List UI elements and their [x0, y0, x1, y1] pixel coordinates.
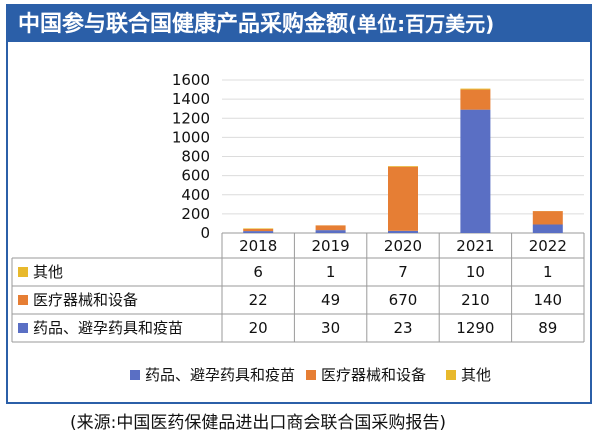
- bar-segment: [532, 224, 563, 233]
- legend-swatch: [306, 370, 316, 380]
- bar-segment: [243, 228, 274, 229]
- y-tick-label: 1400: [172, 90, 210, 108]
- bar-segment: [315, 230, 346, 233]
- legend-swatch: [18, 323, 28, 333]
- x-category-label: 2019: [312, 237, 350, 255]
- table-row-label: 药品、避孕药具和疫苗: [33, 319, 183, 337]
- y-tick-label: 200: [181, 205, 210, 223]
- bar-segment: [460, 109, 491, 233]
- y-tick-label: 1000: [172, 128, 210, 146]
- data-cell-value: 7: [398, 263, 408, 281]
- data-cell-value: 23: [393, 319, 412, 337]
- bar-segment: [388, 166, 418, 231]
- legend-label: 其他: [461, 366, 491, 384]
- chart-title: 中国参与联合国健康产品采购金额: [18, 12, 349, 37]
- data-cell-value: 30: [321, 319, 340, 337]
- chart-header: 中国参与联合国健康产品采购金额(单位:百万美元): [8, 6, 590, 42]
- data-cell-value: 89: [538, 319, 557, 337]
- data-cell-value: 1: [326, 263, 336, 281]
- legend-swatch: [446, 370, 456, 380]
- data-cell-value: 210: [461, 291, 490, 309]
- data-cell-value: 22: [249, 291, 268, 309]
- bar-segment: [315, 225, 346, 231]
- bar-segment: [243, 228, 274, 232]
- bar-segment: [460, 88, 491, 90]
- legend-label: 医疗器械和设备: [321, 366, 426, 384]
- bar-segment: [388, 166, 418, 167]
- y-tick-label: 400: [181, 186, 210, 204]
- legend-swatch: [18, 295, 28, 305]
- x-category-label: 2020: [384, 237, 422, 255]
- data-cell-value: 49: [321, 291, 340, 309]
- x-category-label: 2021: [456, 237, 494, 255]
- chart-unit: (单位:百万美元): [348, 12, 495, 36]
- data-cell-value: 670: [389, 291, 418, 309]
- legend-label: 药品、避孕药具和疫苗: [145, 366, 295, 384]
- legend-swatch: [130, 370, 140, 380]
- legend-swatch: [18, 267, 28, 277]
- y-tick-label: 800: [181, 148, 210, 166]
- bar-segment: [460, 89, 491, 110]
- data-cell-value: 6: [253, 263, 263, 281]
- data-cell-value: 1: [543, 263, 553, 281]
- y-tick-label: 1200: [172, 109, 210, 127]
- data-cell-value: 20: [249, 319, 268, 337]
- y-tick-label: 600: [181, 167, 210, 185]
- x-category-label: 2018: [239, 237, 277, 255]
- y-tick-label: 0: [200, 224, 210, 242]
- bar-segment: [532, 211, 563, 225]
- bar-segment: [388, 230, 418, 233]
- data-cell-value: 140: [533, 291, 562, 309]
- bar-segment: [243, 231, 274, 233]
- chart-frame: 中国参与联合国健康产品采购金额(单位:百万美元): [6, 4, 592, 404]
- table-row-label: 其他: [33, 263, 63, 281]
- data-cell-value: 1290: [456, 319, 494, 337]
- table-row-label: 医疗器械和设备: [33, 291, 138, 309]
- x-category-label: 2022: [529, 237, 567, 255]
- y-tick-label: 1600: [172, 71, 210, 89]
- data-cell-value: 10: [466, 263, 485, 281]
- source-note: (来源:中国医药保健品进出口商会联合国采购报告): [70, 413, 446, 433]
